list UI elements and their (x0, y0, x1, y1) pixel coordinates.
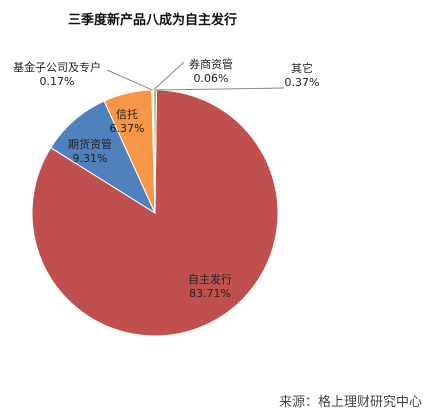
slice-label: 期货资管 9.31% (60, 138, 120, 166)
slice-value: 0.17% (39, 75, 75, 88)
slice-value: 83.71% (189, 287, 231, 300)
chart-title: 三季度新产品八成为自主发行 (68, 13, 238, 28)
slice-label: 自主发行 83.71% (180, 273, 240, 301)
slice-label: 基金子公司及专户 0.17% (0, 61, 115, 89)
slice-name: 基金子公司及专户 (13, 61, 101, 74)
slice-value: 0.06% (193, 72, 229, 85)
slice-label: 信托 6.37% (102, 108, 152, 136)
slice-value: 6.37% (109, 122, 145, 135)
slice-name: 期货资管 (68, 138, 112, 151)
slice-label: 其它 0.37% (277, 62, 327, 90)
leader-line (153, 61, 185, 91)
slice-name: 信托 (116, 108, 138, 121)
source-note: 来源：格上理财研究中心 (278, 395, 422, 410)
leader-line (106, 69, 153, 91)
slice-value: 0.37% (284, 76, 320, 89)
slice-value: 9.31% (72, 152, 108, 165)
slice-name: 券商资管 (189, 58, 233, 71)
slice-label: 券商资管 0.06% (181, 58, 241, 86)
leader-line (155, 87, 285, 91)
slice-name: 自主发行 (188, 273, 232, 286)
slice-name: 其它 (291, 62, 313, 75)
